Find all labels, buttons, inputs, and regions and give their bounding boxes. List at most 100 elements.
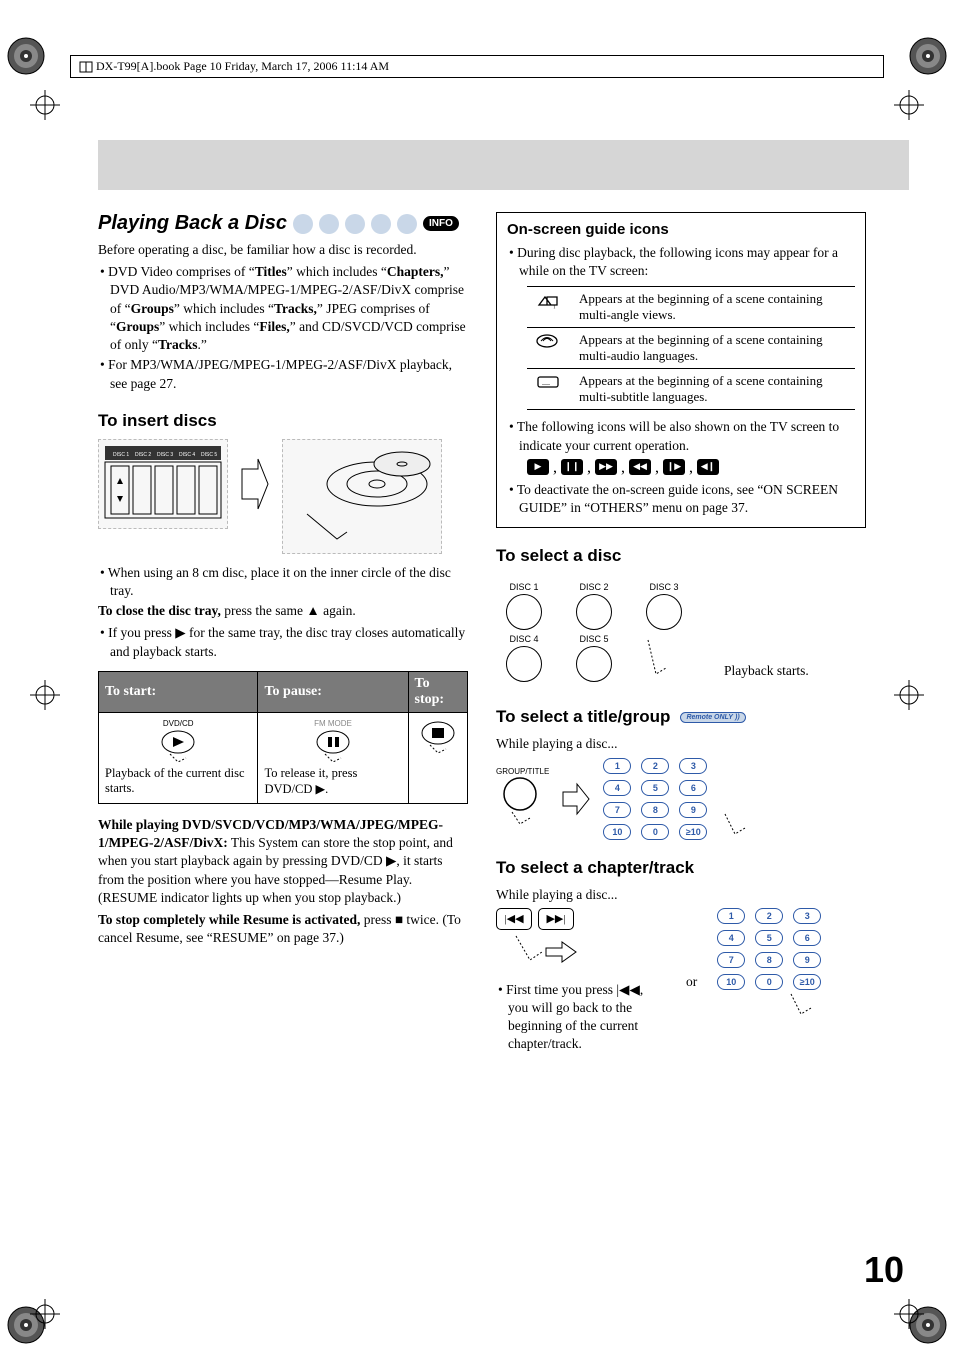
crop-mark-icon xyxy=(894,1299,924,1329)
numpad-2-block: 1 2 3 4 5 6 7 8 9 10 0 ≥10 xyxy=(717,908,827,1025)
svg-text:₁: ₁ xyxy=(553,300,556,309)
num-4-button[interactable]: 4 xyxy=(603,780,631,796)
play-icon: ▶ xyxy=(175,625,185,640)
crop-mark-icon xyxy=(30,90,60,120)
num-gte10-button[interactable]: ≥10 xyxy=(793,974,821,990)
select-title-heading-row: To select a title/group Remote ONLY)) xyxy=(496,707,866,727)
svg-text:DISC 5: DISC 5 xyxy=(201,452,217,458)
resume-text: While playing DVD/SVCD/VCD/MP3/WMA/JPEG/… xyxy=(98,816,468,907)
operation-icons-row: ▶, ❙❙, ▶▶, ◀◀, ❙▶, ◀❙ xyxy=(527,459,855,477)
section-title: Playing Back a Disc xyxy=(98,212,287,235)
num-3-button[interactable]: 3 xyxy=(793,908,821,924)
num-6-button[interactable]: 6 xyxy=(679,780,707,796)
book-icon xyxy=(79,60,93,74)
press-play-text: • If you press ▶ for the same tray, the … xyxy=(98,624,468,660)
th-stop: To stop: xyxy=(408,671,467,712)
skip-back-icon: |◀◀ xyxy=(616,982,639,997)
num-4-button[interactable]: 4 xyxy=(717,930,745,946)
numpad-2: 1 2 3 4 5 6 7 8 9 10 0 ≥10 xyxy=(717,908,827,990)
num-1-button[interactable]: 1 xyxy=(717,908,745,924)
step-back-op-icon: ◀❙ xyxy=(697,459,719,475)
svg-text:....: .... xyxy=(542,378,550,387)
disc-5-button[interactable]: DISC 5 xyxy=(566,634,622,689)
dvd-audio-icon xyxy=(319,214,339,234)
num-gte10-button[interactable]: ≥10 xyxy=(679,824,707,840)
num-2-button[interactable]: 2 xyxy=(641,758,669,774)
multi-audio-icon xyxy=(527,328,571,369)
grey-header-band xyxy=(98,140,909,190)
group-title-button-icon xyxy=(498,776,548,826)
num-9-button[interactable]: 9 xyxy=(679,802,707,818)
skip-back-button[interactable]: |◀◀ xyxy=(496,908,532,930)
disc-1-button[interactable]: DISC 1 xyxy=(496,582,552,630)
num-0-button[interactable]: 0 xyxy=(641,824,669,840)
select-disc-row: DISC 1 DISC 2 DISC 3 DISC 4 DISC 5 Playb… xyxy=(496,574,866,689)
num-10-button[interactable]: 10 xyxy=(603,824,631,840)
arrow-right-icon xyxy=(561,774,591,824)
stop-resume-text: To stop completely while Resume is activ… xyxy=(98,911,468,947)
num-8-button[interactable]: 8 xyxy=(641,802,669,818)
playback-starts-text: Playback starts. xyxy=(724,663,809,679)
num-1-button[interactable]: 1 xyxy=(603,758,631,774)
page-frame: DX-T99[A].book Page 10 Friday, March 17,… xyxy=(0,0,954,1351)
insert-discs-heading: To insert discs xyxy=(98,411,468,431)
cell-pause: FM MODE To release it, press DVD/CD ▶. xyxy=(258,712,408,803)
rw-op-icon: ◀◀ xyxy=(629,459,651,475)
num-5-button[interactable]: 5 xyxy=(755,930,783,946)
num-2-button[interactable]: 2 xyxy=(755,908,783,924)
press-hand-icon xyxy=(721,810,751,840)
multi-angle-icon: ₁ xyxy=(527,287,571,328)
box-note-deactivate: • To deactivate the on-screen guide icon… xyxy=(507,481,855,517)
multi-subtitle-icon: .... xyxy=(527,369,571,410)
num-9-button[interactable]: 9 xyxy=(793,952,821,968)
skip-fwd-button[interactable]: ▶▶| xyxy=(538,908,574,930)
row3-text: Appears at the beginning of a scene cont… xyxy=(571,369,855,410)
page-header-bar: DX-T99[A].book Page 10 Friday, March 17,… xyxy=(70,55,884,78)
disc-press-hand-icon xyxy=(636,634,692,689)
vcd-icon xyxy=(345,214,365,234)
num-5-button[interactable]: 5 xyxy=(641,780,669,796)
close-tray-text: To close the disc tray, press the same ▲… xyxy=(98,602,468,620)
arrow-right-icon xyxy=(240,439,270,529)
ff-op-icon: ▶▶ xyxy=(595,459,617,475)
while-playing-1: While playing a disc... xyxy=(496,735,866,753)
num-8-button[interactable]: 8 xyxy=(755,952,783,968)
th-pause: To pause: xyxy=(258,671,408,712)
disc-4-button[interactable]: DISC 4 xyxy=(496,634,552,689)
page-number: 10 xyxy=(864,1249,904,1291)
num-7-button[interactable]: 7 xyxy=(717,952,745,968)
press-hand-icon xyxy=(787,990,827,1020)
insert-note: • When using an 8 cm disc, place it on t… xyxy=(98,564,468,600)
svcd-icon xyxy=(371,214,391,234)
play-button-icon xyxy=(158,728,198,762)
stop-button-icon xyxy=(418,719,458,759)
num-10-button[interactable]: 10 xyxy=(717,974,745,990)
dvd-video-icon xyxy=(293,214,313,234)
num-7-button[interactable]: 7 xyxy=(603,802,631,818)
skip-buttons-block: |◀◀ ▶▶| • First time you press |◀◀, you … xyxy=(496,908,666,1056)
group-title-row: GROUP/TITLE 1 2 3 4 5 6 7 8 9 10 0 ≥10 xyxy=(496,758,866,840)
svg-text:DISC 1: DISC 1 xyxy=(113,452,129,458)
bullet-formats: • DVD Video comprises of “Titles” which … xyxy=(98,263,468,354)
play-op-icon: ▶ xyxy=(527,459,549,475)
select-title-heading: To select a title/group xyxy=(496,707,670,727)
svg-text:DISC 3: DISC 3 xyxy=(157,452,173,458)
svg-text:DISC 2: DISC 2 xyxy=(135,452,151,458)
disc-3-button[interactable]: DISC 3 xyxy=(636,582,692,630)
box-intro: • During disc playback, the following ic… xyxy=(507,244,855,280)
info-badge: INFO xyxy=(423,216,459,231)
content-columns: Playing Back a Disc INFO Before operatin… xyxy=(98,212,909,1056)
num-6-button[interactable]: 6 xyxy=(793,930,821,946)
section-title-row: Playing Back a Disc INFO xyxy=(98,212,468,235)
eject-icon: ▲ xyxy=(306,603,319,618)
onscreen-guide-box: On-screen guide icons • During disc play… xyxy=(496,212,866,528)
num-0-button[interactable]: 0 xyxy=(755,974,783,990)
row1-text: Appears at the beginning of a scene cont… xyxy=(571,287,855,328)
box-note-ops: • The following icons will be also shown… xyxy=(507,418,855,454)
play-controls-table: To start: To pause: To stop: DVD/CD Play… xyxy=(98,671,468,804)
disc-2-button[interactable]: DISC 2 xyxy=(566,582,622,630)
cd-icon xyxy=(397,214,417,234)
group-title-button[interactable]: GROUP/TITLE xyxy=(496,767,549,831)
chapter-controls-row: |◀◀ ▶▶| • First time you press |◀◀, you … xyxy=(496,908,866,1056)
num-3-button[interactable]: 3 xyxy=(679,758,707,774)
